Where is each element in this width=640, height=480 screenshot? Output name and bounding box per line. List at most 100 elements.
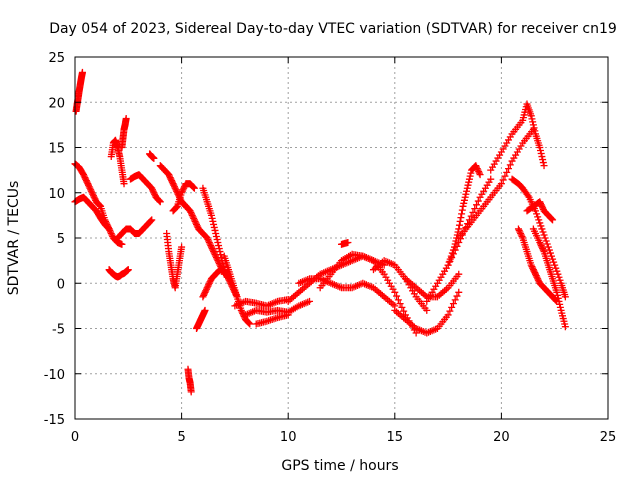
data-point (209, 246, 217, 254)
data-point (82, 175, 90, 183)
data-point (85, 181, 93, 189)
data-point (120, 180, 128, 188)
data-point (536, 239, 544, 247)
data-point (81, 174, 89, 182)
data-point (207, 211, 215, 219)
data-point (107, 228, 115, 236)
data-point (211, 226, 219, 234)
data-point (155, 196, 163, 204)
data-point (459, 202, 467, 210)
y-tick-label: -5 (52, 323, 65, 338)
data-point (151, 190, 159, 198)
data-point (201, 288, 209, 296)
data-point (529, 264, 537, 272)
data-point (476, 171, 484, 179)
series-sat-u (252, 311, 292, 328)
data-point (531, 269, 539, 277)
data-point (244, 318, 252, 326)
y-axis-title: SDTVAR / TECUs (6, 181, 22, 296)
data-point (208, 214, 216, 222)
data-point (156, 198, 164, 206)
data-point (150, 154, 158, 162)
data-point (529, 121, 537, 129)
x-tick-label: 0 (71, 430, 79, 445)
series-sat-x (316, 250, 420, 337)
series-sat-ab (401, 270, 463, 301)
data-point (166, 174, 174, 182)
data-point (539, 246, 547, 254)
data-point (444, 261, 452, 269)
data-point (393, 292, 401, 300)
series-sat-y (338, 239, 352, 248)
data-point (539, 156, 547, 164)
data-point (548, 252, 556, 260)
y-tick-label: 5 (57, 232, 65, 247)
data-point (146, 217, 154, 225)
x-tick-label: 20 (493, 430, 510, 445)
data-point (538, 202, 546, 210)
data-point (545, 246, 553, 254)
data-point (86, 184, 94, 192)
data-point (539, 245, 547, 253)
series-sat-ac (423, 175, 495, 305)
data-point (534, 213, 542, 221)
data-point (394, 296, 402, 304)
data-point (186, 207, 194, 215)
data-point (173, 203, 181, 211)
data-point (168, 178, 176, 186)
data-point (461, 193, 469, 201)
series-sat-o (184, 365, 195, 396)
data-point (171, 184, 179, 192)
data-point (540, 231, 548, 239)
data-point (531, 127, 539, 135)
series-sat-c (71, 193, 113, 233)
data-point (306, 297, 314, 305)
data-point (473, 165, 481, 173)
data-point (170, 181, 178, 189)
data-point (210, 220, 218, 228)
data-point (458, 210, 466, 218)
data-point (518, 232, 526, 240)
data-point (534, 275, 542, 283)
data-point (80, 171, 88, 179)
series-sat-ah (514, 225, 561, 305)
series-sat-h (126, 171, 164, 206)
series-sat-k (163, 229, 186, 292)
data-point (473, 163, 481, 171)
data-point (444, 311, 452, 319)
data-point (458, 206, 466, 214)
data-point (505, 165, 513, 173)
data-point (547, 214, 555, 222)
data-point (538, 225, 546, 233)
data-point (449, 300, 457, 308)
data-point (169, 180, 177, 188)
data-point (148, 216, 156, 224)
data-point (474, 166, 482, 174)
data-point (453, 231, 461, 239)
data-point (556, 300, 564, 308)
data-point (202, 287, 210, 295)
data-point (537, 222, 545, 230)
data-point (238, 308, 246, 316)
data-point (214, 239, 222, 247)
data-point (178, 243, 186, 251)
data-point (453, 292, 461, 300)
data-point (460, 199, 468, 207)
data-point (178, 187, 186, 195)
data-point (213, 236, 221, 244)
data-point (87, 186, 95, 194)
data-point (501, 172, 509, 180)
data-point (187, 388, 195, 396)
data-point (189, 183, 197, 191)
data-point (455, 288, 463, 296)
data-point (215, 258, 223, 266)
data-point (190, 216, 198, 224)
data-point (555, 297, 563, 305)
data-point (104, 223, 112, 231)
data-point (212, 252, 220, 260)
data-point (537, 201, 545, 209)
data-point (535, 216, 543, 224)
data-point (532, 270, 540, 278)
y-tick-label: -15 (44, 413, 65, 428)
data-point (536, 240, 544, 248)
